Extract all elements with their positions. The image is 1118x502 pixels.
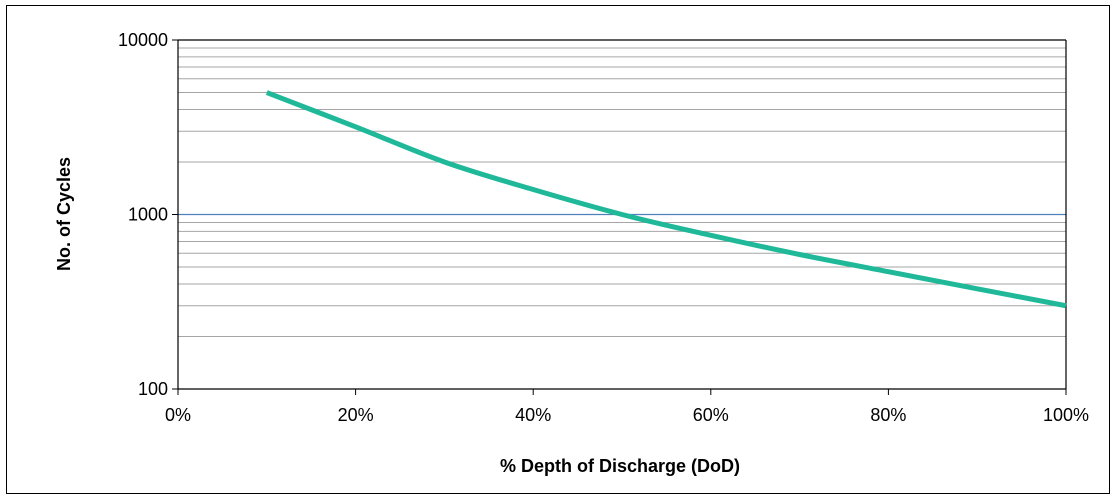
x-tick-label: 60% — [693, 405, 729, 425]
axis-layer — [172, 39, 1067, 395]
grid-layer — [178, 47, 1066, 337]
y-axis-title: No. of Cycles — [54, 157, 74, 271]
chart-frame — [6, 5, 1110, 494]
x-tick-label: 20% — [338, 405, 374, 425]
label-layer: 100 1000 10000 0% 20% 40% 60% 80% 100% — [118, 30, 1089, 425]
x-tick-label: 80% — [870, 405, 906, 425]
y-tick-label: 1000 — [128, 205, 168, 225]
y-tick-label: 10000 — [118, 30, 168, 50]
x-tick-label: 40% — [515, 405, 551, 425]
series-layer — [265, 90, 1067, 309]
series-line-0 — [265, 90, 1067, 309]
x-axis-title: % Depth of Discharge (DoD) — [500, 456, 740, 476]
y-tick-label: 100 — [138, 379, 168, 399]
x-tick-label: 0% — [165, 405, 191, 425]
x-tick-label: 100% — [1043, 405, 1089, 425]
